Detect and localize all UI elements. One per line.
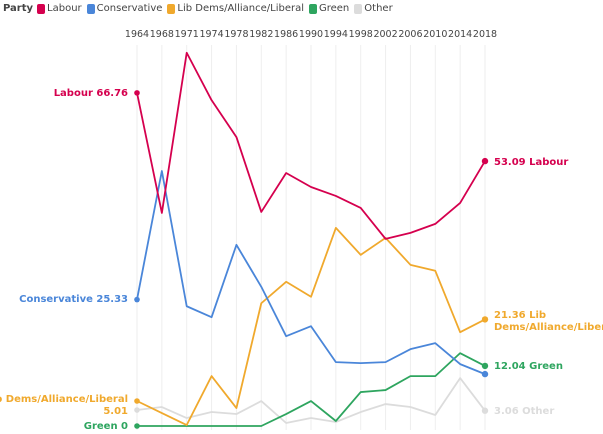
legend-item[interactable]: Other	[354, 3, 393, 14]
end-point	[481, 362, 489, 370]
x-tick-label: 1971	[175, 29, 199, 40]
start-point	[134, 407, 140, 413]
legend-item[interactable]: Green	[308, 3, 350, 14]
end-label: 12.04 Green	[494, 361, 563, 372]
series-line-lib-dems-alliance-liberal	[136, 226, 486, 426]
legend-swatch	[167, 3, 176, 14]
series-line-other	[136, 377, 486, 424]
legend-title: Party	[3, 3, 34, 14]
legend-items: Labour Conservative Lib Dems/Alliance/Libe…	[37, 3, 398, 14]
legend-label: Labour	[47, 3, 82, 14]
x-tick-label: 1968	[150, 29, 174, 40]
x-tick-label: 1964	[125, 29, 149, 40]
legend-swatch	[37, 3, 46, 14]
x-tick-label: 2010	[423, 29, 447, 40]
x-tick-label: 1994	[324, 29, 348, 40]
legend-swatch	[354, 3, 363, 14]
series-line-conservative	[136, 170, 486, 375]
legend-swatch	[86, 3, 95, 14]
x-tick-label: 1986	[274, 29, 298, 40]
legend-label: Lib Dems/Alliance/Liberal	[177, 3, 304, 14]
x-tick-label: 2006	[398, 29, 422, 40]
end-point	[481, 370, 489, 378]
legend-item[interactable]: Labour	[37, 3, 82, 14]
legend-label: Other	[364, 3, 393, 14]
end-point	[481, 157, 489, 165]
legend-swatch	[308, 3, 317, 14]
end-point	[481, 407, 489, 414]
x-tick-label: 2018	[473, 29, 497, 40]
x-tick-label: 2002	[373, 29, 397, 40]
series-line-green	[137, 352, 486, 427]
x-tick-label: 1998	[349, 29, 373, 40]
start-label: Conservative 25.33	[19, 294, 128, 305]
legend-item[interactable]: Lib Dems/Alliance/Liberal	[167, 3, 304, 14]
legend-item[interactable]: Conservative	[86, 3, 163, 14]
start-label: Green 0	[84, 421, 128, 432]
x-tick-label: 1990	[299, 29, 323, 40]
start-point	[134, 398, 140, 404]
end-label: 3.06 Other	[494, 406, 554, 417]
x-tick-label: 1978	[224, 29, 248, 40]
end-point	[481, 316, 489, 323]
x-tick-label: 1982	[249, 29, 273, 40]
end-label: 53.09 Labour	[494, 157, 568, 168]
series-line-labour	[136, 51, 486, 240]
start-point	[134, 296, 140, 303]
x-tick-label: 1974	[199, 29, 223, 40]
start-point	[134, 423, 140, 429]
start-point	[134, 90, 140, 96]
legend: Party Labour Conservative Lib Dems/Allianc…	[3, 3, 398, 14]
legend-label: Green	[318, 3, 350, 14]
x-tick-label: 2014	[448, 29, 472, 40]
start-label: Labour 66.76	[54, 88, 128, 99]
legend-label: Conservative	[96, 3, 163, 14]
